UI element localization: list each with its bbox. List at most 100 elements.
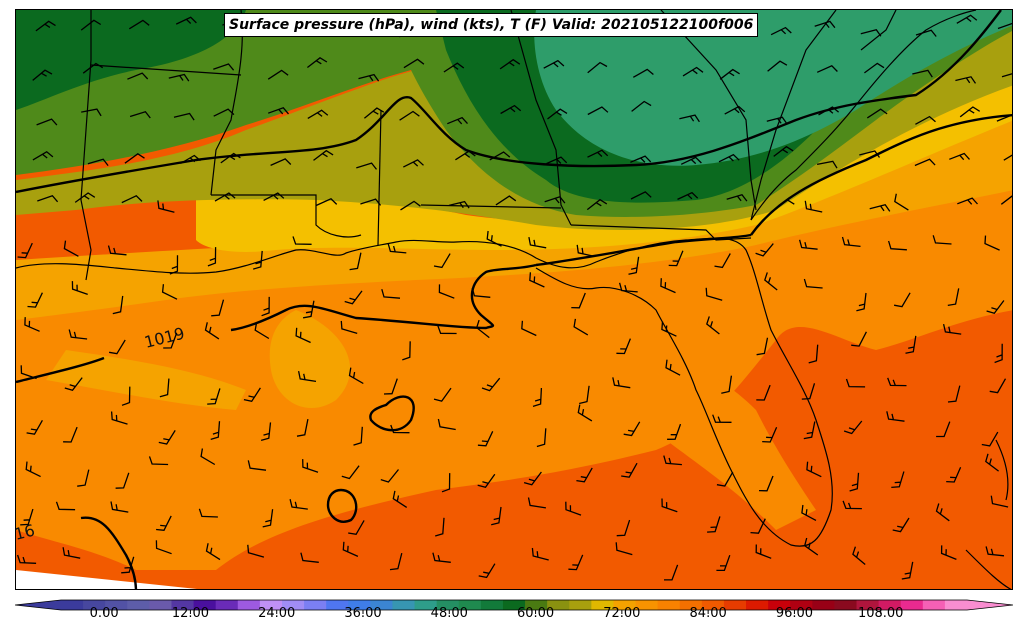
colorbar-swatch (834, 600, 858, 610)
colorbar-swatch (679, 600, 703, 610)
wind-barb (344, 290, 363, 305)
wind-barb (243, 387, 261, 403)
temp-fill-yellow (196, 80, 1012, 252)
wind-barb (843, 420, 863, 435)
wind-barb (724, 105, 746, 115)
wind-barb (400, 200, 421, 211)
wind-barb (205, 543, 221, 561)
colorbar-swatch (547, 600, 570, 610)
wind-barb (623, 421, 641, 437)
wind-barb (353, 426, 363, 446)
isobar-line (16, 10, 1002, 194)
wind-barb (363, 107, 385, 119)
wind-barb (935, 503, 950, 522)
wind-barb (631, 100, 652, 112)
wind-barb (705, 287, 723, 301)
temp-fill-olive (16, 21, 1012, 230)
temperature-fill-layer (16, 10, 1012, 589)
wind-barb (121, 195, 143, 204)
coast-line (750, 10, 977, 221)
wind-barb (984, 235, 1000, 251)
wind-barb (803, 537, 819, 556)
wind-barb (845, 378, 866, 388)
wind-barb (455, 150, 476, 161)
boundary-line (420, 204, 562, 209)
wind-barb (756, 337, 769, 356)
boundary-line (750, 10, 837, 221)
wind-barb (403, 159, 424, 168)
isobar-label: 16 (16, 521, 37, 544)
wind-barb (576, 244, 595, 257)
colorbar-swatch (944, 600, 968, 610)
wind-barb (115, 472, 130, 489)
wind-barb (399, 110, 420, 121)
wind-barb (307, 57, 328, 69)
wind-barb (348, 367, 364, 385)
wind-barb (63, 426, 78, 443)
temp-fill-lightorange-3 (46, 350, 246, 410)
wind-barb (296, 418, 309, 437)
wind-barb (124, 153, 145, 164)
wind-barb (587, 106, 609, 116)
boundary-line (90, 64, 242, 76)
wind-barb (816, 65, 838, 73)
wind-barb (770, 26, 792, 36)
colorbar-swatch (790, 600, 813, 610)
wind-barb (198, 508, 218, 518)
wind-barb (110, 501, 129, 513)
wind-barb (981, 431, 999, 447)
wind-barb (630, 191, 652, 200)
wind-barb (211, 299, 225, 317)
wind-barb (912, 69, 933, 78)
colorbar-swatch (591, 600, 615, 610)
colorbar-swatch (525, 600, 548, 610)
wind-barb (108, 339, 126, 355)
wind-barb (532, 387, 543, 408)
wind-barb (121, 556, 135, 574)
wind-barb (892, 517, 910, 533)
wind-barb (127, 72, 149, 80)
wind-barb (750, 518, 766, 534)
wind-barb (947, 385, 961, 403)
colorbar-swatch (414, 600, 438, 610)
colorbar-tick-label: 96.00 (775, 606, 814, 621)
boundary-line (570, 224, 752, 241)
wind-barb (568, 554, 584, 571)
wind-barb (661, 321, 677, 337)
wind-barb (758, 475, 774, 492)
wind-barb (37, 194, 59, 203)
wind-barb (360, 198, 382, 206)
wind-barb (159, 378, 170, 398)
wind-barb (893, 292, 911, 308)
colorbar-swatch (723, 600, 747, 610)
wind-barb (161, 284, 178, 300)
wind-barb (489, 151, 511, 161)
wind-barb (894, 193, 909, 211)
wind-barb (383, 378, 398, 395)
wind-barb (946, 467, 962, 483)
isobar-line (326, 488, 358, 523)
wind-barb (762, 427, 778, 443)
map-panel: 1019 16 (15, 9, 1013, 590)
wind-barb (615, 542, 633, 556)
wind-barb (932, 235, 952, 245)
wind-barb (247, 544, 265, 558)
wind-barb (448, 200, 470, 209)
wind-barb (616, 519, 631, 537)
wind-barb (915, 29, 937, 37)
wind-barb (491, 506, 502, 526)
wind-barb (959, 106, 981, 118)
colorbar-tick-label: 0.00 (89, 606, 119, 621)
wind-barb (168, 73, 190, 82)
wind-barb (475, 319, 490, 339)
wind-barb (121, 386, 131, 406)
colorbar-swatch (701, 600, 725, 610)
colorbar-swatch (392, 600, 416, 610)
wind-barb (814, 20, 836, 29)
wind-barb (891, 471, 905, 489)
coast-line (965, 549, 1012, 589)
colorbar-swatch (635, 600, 659, 610)
wind-barb (300, 552, 319, 563)
wind-barb (804, 200, 823, 213)
wind-barb (437, 325, 457, 335)
